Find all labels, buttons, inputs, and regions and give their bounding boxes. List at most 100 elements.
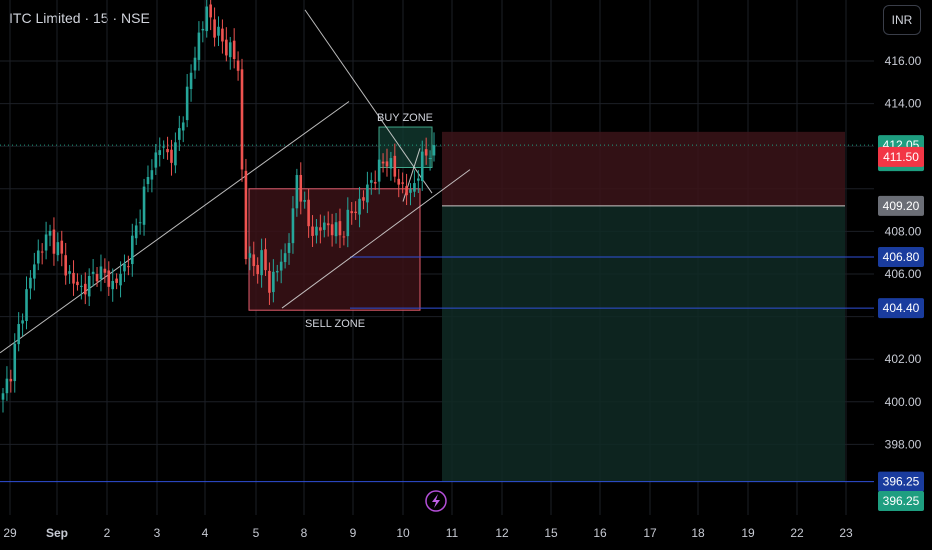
x-tick-label: 12: [495, 526, 509, 540]
candle-body: [178, 128, 181, 140]
x-tick-label: 18: [691, 526, 705, 540]
candle-body: [291, 208, 295, 244]
x-tick-label: 17: [643, 526, 657, 540]
candle-body: [381, 161, 385, 164]
candle-body: [158, 150, 162, 156]
candle-body: [138, 222, 142, 224]
chart-title: ITC Limited · 15 · NSE: [9, 10, 150, 26]
candle-body: [354, 211, 357, 214]
candle-body: [174, 142, 177, 166]
candle-body: [389, 158, 393, 169]
candle-body: [315, 226, 318, 236]
candle-body: [107, 270, 111, 287]
candle-body: [193, 57, 197, 71]
candle-body: [350, 211, 354, 214]
candle-body: [95, 273, 99, 282]
candle-body: [319, 227, 322, 231]
x-tick-label: 4: [202, 526, 209, 540]
candle-body: [209, 4, 212, 18]
candle-body: [334, 222, 338, 237]
candle-body: [80, 285, 83, 287]
candle-body: [424, 149, 428, 156]
level-price-label-bg: [878, 471, 924, 492]
y-tick-label: 416.00: [885, 54, 922, 68]
stop-loss-zone: [442, 131, 845, 206]
candle-body: [428, 158, 432, 160]
level-price-label-bg: [878, 246, 924, 267]
x-tick-label: 9: [350, 526, 357, 540]
candle-body: [240, 69, 244, 170]
candle-body: [56, 242, 60, 256]
candle-body: [256, 264, 259, 275]
candle-body: [134, 225, 138, 239]
x-tick-label: 8: [301, 526, 308, 540]
y-tick-label: 408.00: [885, 224, 922, 238]
candle-body: [244, 170, 248, 260]
candle-body: [338, 221, 342, 236]
lightning-bolt-icon: [432, 494, 440, 508]
x-tick-label: 11: [446, 526, 459, 540]
candle-body: [287, 242, 291, 253]
candle-body: [346, 209, 350, 237]
candle-body: [21, 320, 24, 324]
candle-body: [279, 261, 283, 271]
candle-body: [252, 254, 256, 267]
candle-body: [401, 182, 404, 184]
candle-body: [417, 178, 420, 181]
level-price-label: 396.25: [883, 475, 920, 489]
candle-body: [119, 273, 122, 286]
y-tick-label: 414.00: [885, 97, 922, 111]
x-tick-label: Sep: [46, 526, 68, 540]
entry-price-label-bg: [878, 195, 924, 216]
candle-body: [25, 289, 28, 321]
candle-body: [166, 149, 169, 153]
trend-line-sell-zone: [281, 169, 471, 309]
candle-body: [154, 152, 158, 168]
bottom-marker-label: 396.25: [883, 494, 920, 508]
candle-body: [72, 272, 75, 284]
x-tick-label: 15: [544, 526, 558, 540]
candle-body: [221, 28, 224, 42]
candle-body: [232, 40, 236, 60]
candle-body: [91, 271, 95, 274]
candle-body: [115, 278, 118, 283]
y-tick-label: 406.00: [885, 267, 922, 281]
candle-body: [1, 393, 5, 400]
candle-body: [377, 159, 381, 182]
candle-body: [213, 19, 216, 38]
candle-body: [52, 229, 56, 254]
candle-body: [413, 183, 416, 192]
candle-body: [307, 199, 310, 227]
x-tick-label: 10: [396, 526, 410, 540]
candle-body: [201, 28, 205, 31]
sell-zone-box: [248, 188, 421, 311]
candle-body: [217, 26, 220, 36]
candle-body: [299, 174, 303, 202]
x-tick-label: 29: [3, 526, 17, 540]
candle-body: [185, 86, 189, 121]
candle-body: [170, 149, 173, 163]
y-tick-label: 400.00: [885, 395, 922, 409]
candle-body: [33, 264, 36, 279]
candle-body: [393, 155, 397, 177]
candle-body: [264, 249, 267, 271]
candle-body: [295, 175, 299, 209]
candle-body: [111, 280, 115, 290]
candle-body: [64, 255, 67, 276]
candle-body: [83, 283, 87, 295]
candle-body: [87, 276, 91, 297]
candle-body: [268, 270, 271, 293]
candle-body: [205, 6, 209, 32]
candle-body: [228, 42, 232, 58]
candle-body: [272, 271, 275, 293]
candle-body: [123, 263, 126, 272]
candle-body: [322, 222, 326, 230]
candle-body: [127, 266, 130, 268]
currency-button[interactable]: INR: [883, 5, 921, 35]
candle-body: [48, 230, 52, 236]
stop-price-label-bg: [878, 146, 924, 167]
candle-body: [181, 122, 185, 131]
stop-price-label: 411.50: [883, 150, 919, 164]
candle-body: [225, 39, 228, 56]
